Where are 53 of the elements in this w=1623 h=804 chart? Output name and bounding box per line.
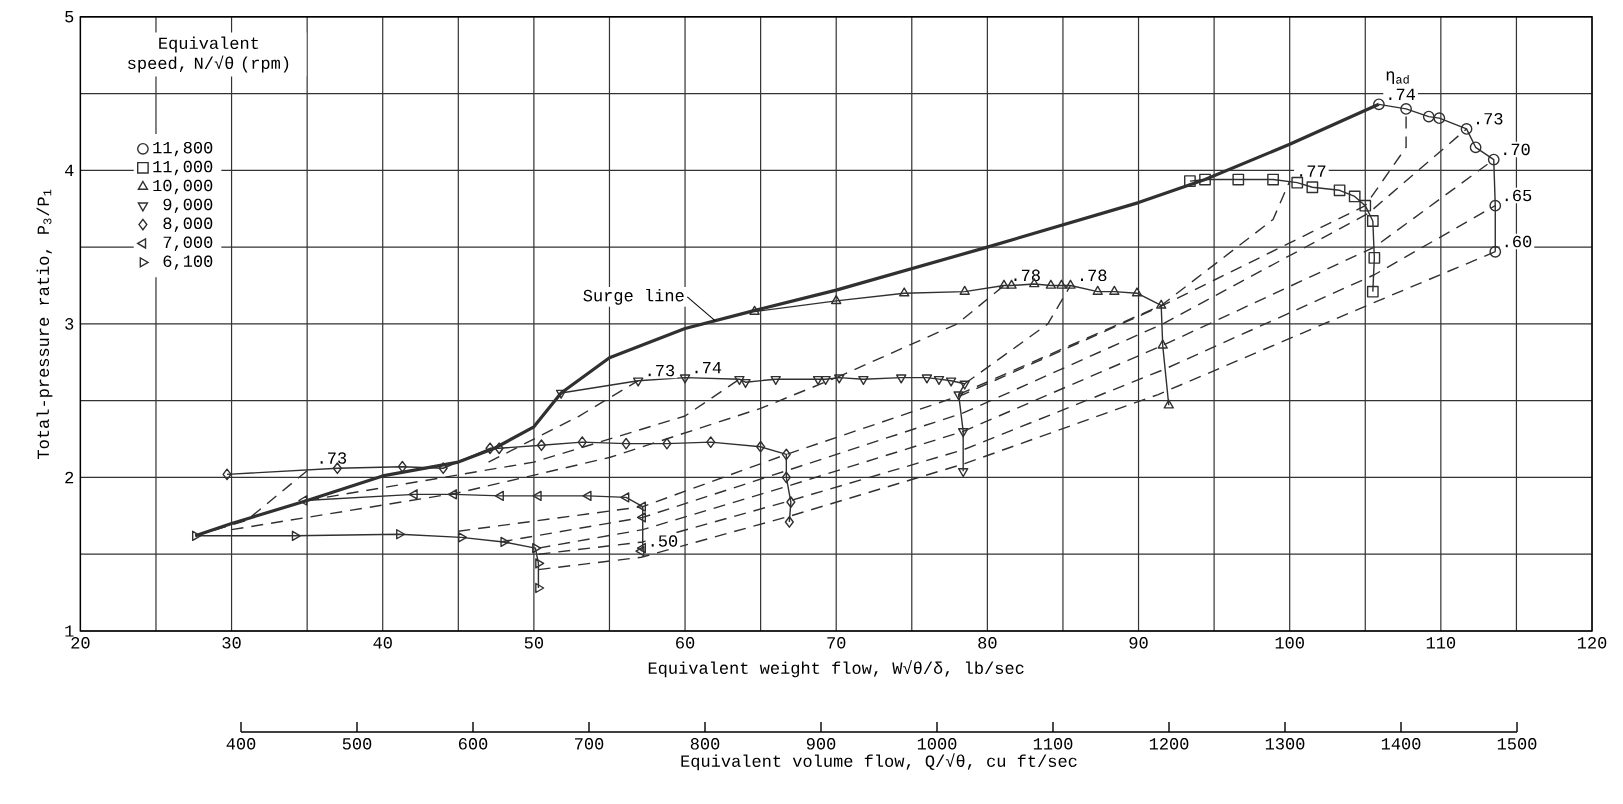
annotation: Surge line: [583, 288, 684, 305]
x-tick-label: 120: [1577, 637, 1607, 649]
x-tick-label: 30: [222, 637, 241, 649]
x2-tick-label: 1100: [1033, 738, 1073, 750]
x2-tick-label: 800: [690, 738, 720, 750]
y-tick-label: 1: [65, 625, 74, 637]
x-tick-label: 60: [676, 637, 695, 649]
legend-label: 7,000: [163, 236, 213, 251]
y-tick-label: 3: [65, 318, 74, 330]
x2-tick-label: 1300: [1265, 738, 1305, 750]
y-tick-label: 2: [65, 471, 74, 484]
legend-label: 11,000: [153, 160, 213, 176]
x2-tick-label: 1000: [917, 738, 957, 750]
x2-tick-label: 600: [458, 738, 488, 750]
annotation: .78: [1014, 269, 1040, 282]
y-tick-label: 5: [65, 11, 74, 23]
x-tick-label: 110: [1426, 637, 1456, 649]
x-tick-label: 20: [71, 637, 90, 649]
legend-label: 9,000: [163, 198, 213, 214]
annotation: .73: [1477, 112, 1503, 125]
annotation: .65: [1505, 189, 1532, 202]
legend-label: 11,800: [153, 141, 213, 157]
y-tick-label: 4: [64, 164, 74, 176]
x2-tick-label: 1200: [1149, 738, 1189, 750]
x2-tick-label: 1500: [1497, 738, 1537, 750]
annotation: .73: [320, 452, 347, 464]
legend-label: 6,100: [163, 255, 213, 270]
x-axis-title: Equivalent weight flow, W√θ/δ, lb/sec: [648, 660, 1024, 678]
annotation: .70: [1504, 143, 1530, 156]
x2-tick-label: 500: [342, 738, 372, 750]
x2-tick-label: 1400: [1381, 738, 1421, 750]
annotation: η$_{ad}$: [1386, 71, 1409, 84]
x-tick-label: 40: [373, 637, 392, 649]
x2-tick-label: 900: [806, 738, 836, 750]
x2-axis-title: Equivalent volume flow, Q/√θ, cu ft/sec: [681, 753, 1077, 771]
annotation: .77: [1300, 165, 1326, 177]
legend-title: Equivalent speed, N/√θ (rpm): [128, 36, 289, 73]
x-tick-label: 90: [1129, 637, 1148, 649]
legend-label: 10,000: [153, 179, 213, 195]
annotation: .60: [1505, 235, 1532, 248]
y-axis-title: Total-pressure ratio, P$_{3}$/P$_{1}$: [36, 189, 53, 459]
annotation: .74: [695, 362, 722, 374]
x2-tick-label: 700: [575, 738, 604, 750]
annotation: .78: [1081, 269, 1107, 282]
annotation: .74: [1389, 88, 1416, 100]
x-tick-label: 70: [827, 637, 846, 649]
annotation: .50: [651, 535, 678, 547]
x2-tick-label: 400: [226, 738, 256, 750]
x-tick-label: 50: [524, 637, 544, 649]
annotation: .73: [648, 364, 675, 377]
x-tick-label: 80: [978, 637, 997, 649]
x-tick-label: 100: [1275, 637, 1304, 649]
legend-label: 8,000: [163, 217, 213, 232]
